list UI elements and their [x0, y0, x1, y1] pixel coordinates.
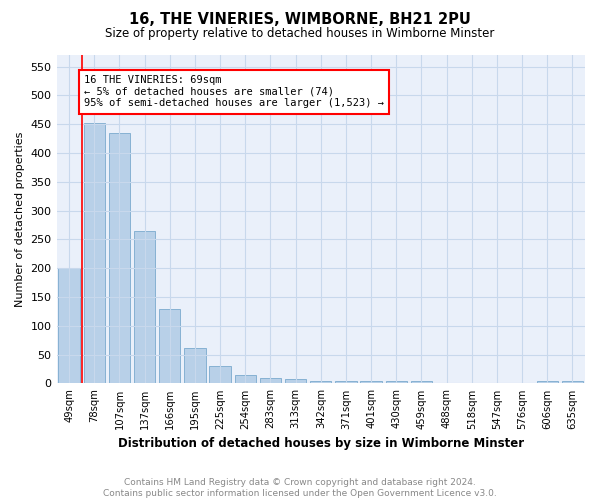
Text: Size of property relative to detached houses in Wimborne Minster: Size of property relative to detached ho…: [106, 28, 494, 40]
Bar: [386, 380, 407, 384]
Text: 16 THE VINERIES: 69sqm
← 5% of detached houses are smaller (74)
95% of semi-deta: 16 THE VINERIES: 69sqm ← 5% of detached …: [84, 75, 384, 108]
Text: 16, THE VINERIES, WIMBORNE, BH21 2PU: 16, THE VINERIES, WIMBORNE, BH21 2PU: [129, 12, 471, 28]
Bar: [562, 380, 583, 384]
Text: Contains HM Land Registry data © Crown copyright and database right 2024.
Contai: Contains HM Land Registry data © Crown c…: [103, 478, 497, 498]
Bar: [134, 230, 155, 384]
Bar: [361, 380, 382, 384]
Bar: [310, 380, 331, 384]
Bar: [335, 380, 356, 384]
X-axis label: Distribution of detached houses by size in Wimborne Minster: Distribution of detached houses by size …: [118, 437, 524, 450]
Bar: [536, 380, 558, 384]
Bar: [209, 366, 231, 384]
Y-axis label: Number of detached properties: Number of detached properties: [15, 132, 25, 307]
Bar: [411, 381, 432, 384]
Bar: [109, 133, 130, 384]
Bar: [58, 268, 80, 384]
Bar: [83, 123, 105, 384]
Bar: [285, 379, 307, 384]
Bar: [184, 348, 206, 384]
Bar: [260, 378, 281, 384]
Bar: [159, 308, 181, 384]
Bar: [235, 375, 256, 384]
